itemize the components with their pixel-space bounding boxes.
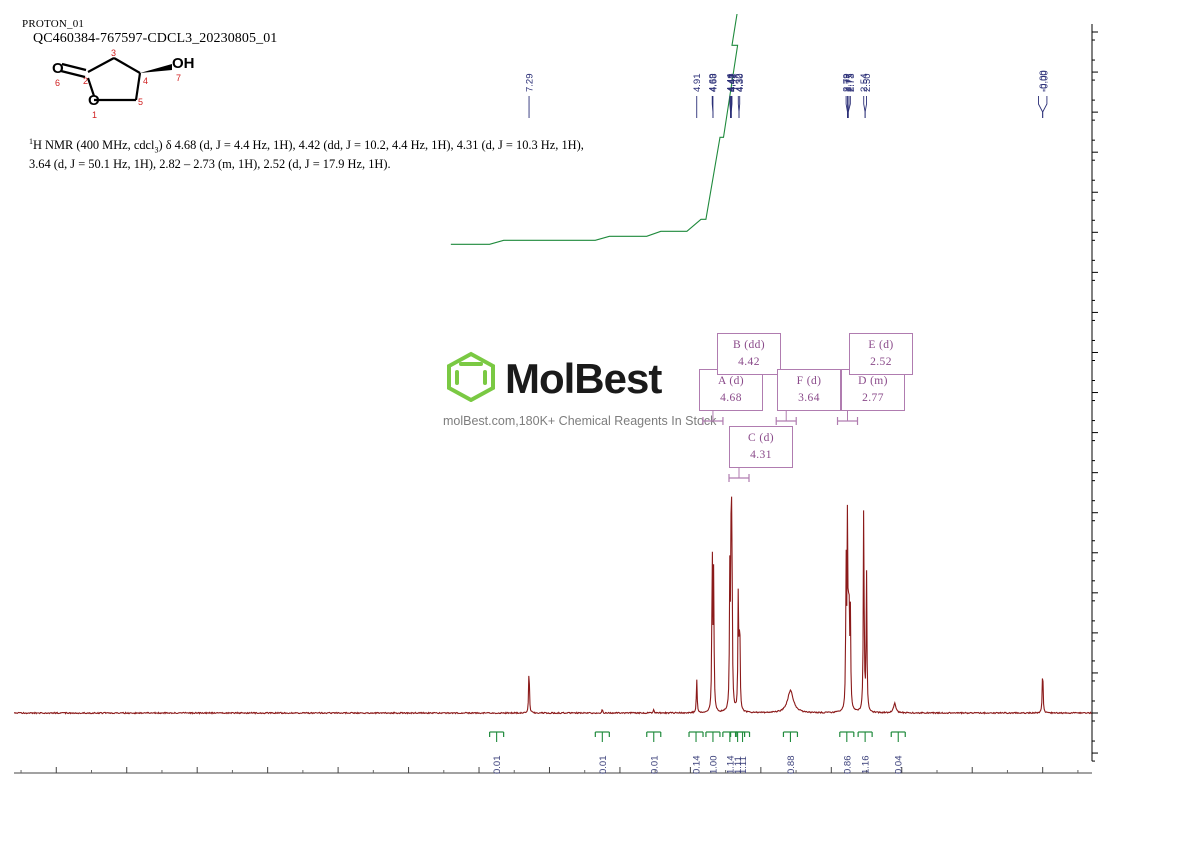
multiplet-box-a[interactable]: A (d) 4.68 (699, 369, 763, 411)
svg-text:4.91: 4.91 (692, 74, 703, 93)
multiplet-id-type: A (d) (705, 373, 757, 390)
peak-label: 4.91 (692, 74, 703, 93)
integral-label: 1.00 (706, 732, 720, 774)
svg-text:0.86: 0.86 (842, 756, 853, 775)
peak-label: 7.29 (525, 74, 536, 93)
svg-text:2.50: 2.50 (862, 74, 873, 93)
y-axis: -500501001502002503003504004505005506006… (1092, 24, 1100, 761)
svg-text:1.16: 1.16 (861, 756, 872, 775)
multiplet-box-d[interactable]: D (m) 2.77 (841, 369, 905, 411)
multiplet-id-type: F (d) (783, 373, 835, 390)
integral-label: 0.88 (783, 732, 797, 774)
peak-label: 2.50 (862, 74, 873, 93)
svg-text:-0.00: -0.00 (1040, 70, 1051, 92)
multiplet-shift: 4.42 (723, 354, 775, 371)
svg-text:0.01: 0.01 (649, 756, 660, 775)
multiplet-id-type: D (m) (847, 373, 899, 390)
multiplet-box-b[interactable]: B (dd) 4.42 (717, 333, 781, 375)
integral-label: 0.04 (891, 732, 905, 774)
integral-label: 0.14 (689, 732, 703, 774)
integral-label: 0.01 (490, 732, 504, 774)
svg-text:0.88: 0.88 (786, 756, 797, 775)
svg-text:0.01: 0.01 (598, 756, 609, 775)
integral-label: 0.01 (595, 732, 609, 774)
svg-text:0.01: 0.01 (492, 756, 503, 775)
peak-label: 4.68 (708, 74, 719, 93)
multiplet-box-e[interactable]: E (d) 2.52 (849, 333, 913, 375)
peak-leader-line (1043, 96, 1047, 118)
peak-label: -0.00 (1040, 70, 1051, 92)
peak-label: 4.30 (735, 74, 746, 93)
multiplet-shift: 2.77 (847, 390, 899, 407)
multiplet-box-f[interactable]: F (d) 3.64 (777, 369, 841, 411)
svg-text:4.68: 4.68 (708, 74, 719, 93)
svg-text:0.14: 0.14 (692, 756, 703, 775)
x-axis: 14131211109876543210f1 (ppm) (14, 767, 1092, 774)
multiplet-id-type: E (d) (855, 337, 907, 354)
peak-leader-line (739, 96, 740, 118)
multiplet-id-type: B (dd) (723, 337, 775, 354)
peak-leader-line (865, 96, 866, 118)
multiplet-id-type: C (d) (735, 430, 787, 447)
integral-label: 1.16 (858, 732, 872, 774)
peak-label: 2.73 (846, 74, 857, 93)
nmr-spectrum-plot[interactable]: -500501001502002503003504004505005506006… (14, 14, 1100, 774)
svg-text:4.30: 4.30 (735, 74, 746, 93)
multiplet-shift: 2.52 (855, 354, 907, 371)
svg-text:2.73: 2.73 (846, 74, 857, 93)
multiplet-shift: 3.64 (783, 390, 835, 407)
svg-text:1.11: 1.11 (738, 756, 749, 774)
integral-label: 0.86 (840, 732, 854, 774)
svg-text:7.29: 7.29 (525, 74, 536, 93)
peak-leader-line (1038, 96, 1042, 118)
multiplet-box-c[interactable]: C (d) 4.31 (729, 426, 793, 468)
multiplet-shift: 4.31 (735, 447, 787, 464)
integral-curve (451, 14, 930, 244)
spectrum-canvas[interactable]: -500501001502002503003504004505005506006… (14, 14, 1100, 774)
integral-label: 0.01 (647, 732, 661, 774)
multiplet-shift: 4.68 (705, 390, 757, 407)
svg-text:1.00: 1.00 (708, 756, 719, 775)
svg-text:0.04: 0.04 (894, 756, 905, 775)
spectrum-trace (14, 497, 1092, 714)
